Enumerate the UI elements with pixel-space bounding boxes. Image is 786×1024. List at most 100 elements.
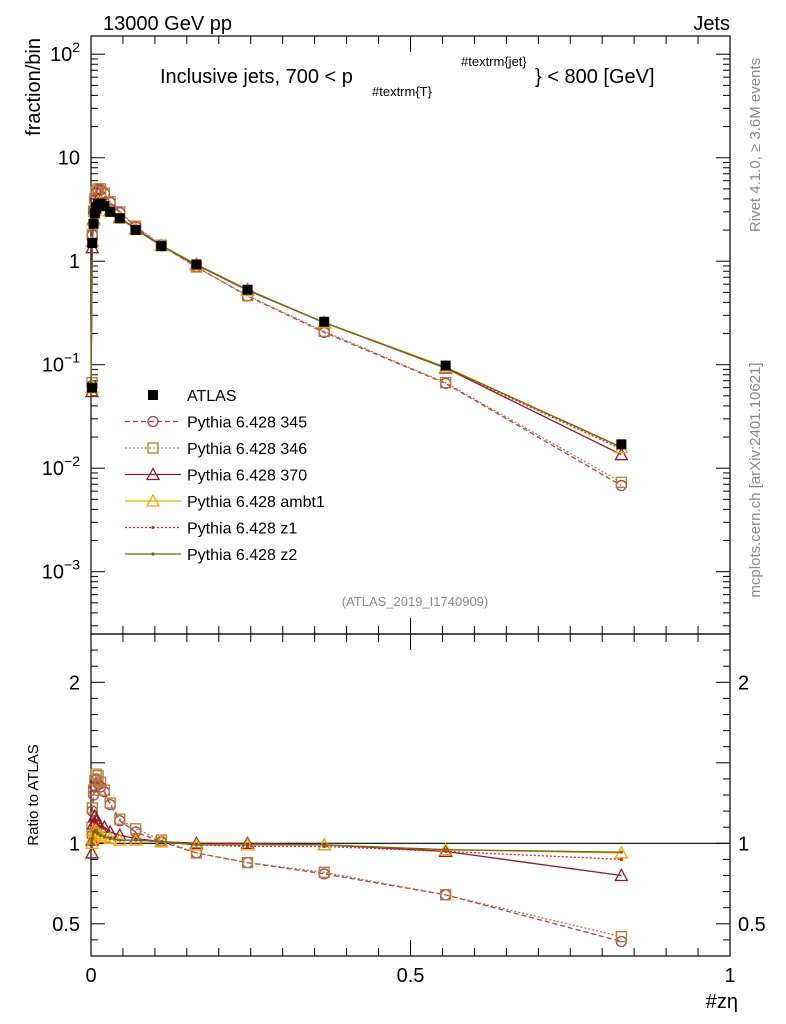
- series-0: [87, 198, 627, 450]
- legend-label: ATLAS: [187, 388, 237, 405]
- data-point: [147, 442, 159, 454]
- data-point: [134, 838, 138, 842]
- series-5: [90, 199, 623, 451]
- data-point: [102, 835, 107, 839]
- data-point: [151, 525, 155, 530]
- data-point: [156, 241, 167, 252]
- data-point: [87, 382, 97, 393]
- data-point: [614, 868, 629, 882]
- x-axis-label: #zη: [706, 991, 738, 1013]
- series-6: [90, 199, 623, 449]
- ratio-series-group: [84, 768, 629, 948]
- ratio-y-tick-label: 0.5: [52, 914, 80, 936]
- title-main: Inclusive jets, 700 < p: [160, 66, 353, 88]
- data-point: [88, 218, 99, 229]
- data-point: [94, 776, 107, 788]
- data-point: [86, 802, 98, 814]
- data-point: [440, 360, 451, 371]
- y-tick-label: 1: [69, 251, 80, 273]
- data-point: [148, 390, 158, 400]
- ratio-frame: [90, 633, 731, 957]
- main-series-group: [84, 183, 629, 492]
- data-point: [439, 889, 452, 901]
- data-point: [322, 843, 326, 847]
- legend-entry: Pythia 6.428 345: [125, 415, 307, 432]
- ratio-series-1: [86, 768, 628, 943]
- y-tick-label: 10−2: [42, 453, 80, 480]
- x-tick-label: 0: [85, 965, 96, 987]
- series-line: [90, 189, 622, 487]
- data-point: [615, 476, 628, 488]
- rivet-version-label: Rivet 4.1.0, ≥ 3.6M events: [747, 58, 764, 232]
- ratio-line: [90, 776, 622, 943]
- title-subscript: #textrm{T}: [372, 84, 433, 99]
- ratio-series-0: [86, 773, 628, 948]
- data-point: [616, 439, 627, 450]
- legend-entry: Pythia 6.428 ambt1: [125, 493, 325, 511]
- legend-label: Pythia 6.428 346: [187, 441, 307, 458]
- analysis-watermark: (ATLAS_2019_I1740909): [342, 594, 488, 609]
- data-point: [151, 552, 155, 556]
- data-point: [90, 841, 94, 845]
- category-label: Jets: [693, 13, 730, 35]
- plot-title: Inclusive jets, 700 < p #textrm{T} #text…: [160, 54, 655, 99]
- legend-label: Pythia 6.428 z1: [187, 521, 297, 538]
- y-tick-label: 10: [58, 148, 80, 170]
- data-point: [89, 208, 100, 219]
- legend-label: Pythia 6.428 345: [187, 415, 307, 432]
- data-point: [145, 467, 161, 481]
- data-point: [92, 770, 104, 782]
- data-point: [114, 213, 125, 224]
- ratio-y-tick-label: 1: [69, 833, 80, 855]
- x-tick-label: 1: [724, 965, 735, 987]
- y-axis-label: fraction/bin: [23, 38, 45, 136]
- ratio-axis-ticks: 0.5 0.5 1 1 2 2 0 0.5 1: [52, 633, 766, 987]
- ratio-series-5: [90, 828, 623, 854]
- data-point: [99, 201, 110, 212]
- ratio-y-tick-label-right: 2: [738, 672, 749, 694]
- series-line: [90, 198, 622, 456]
- data-point: [128, 831, 143, 845]
- ratio-line: [90, 829, 622, 853]
- legend-entry: Pythia 6.428 370: [125, 467, 307, 485]
- y-tick-label: 102: [50, 39, 80, 66]
- legend-entry: Pythia 6.428 z2: [125, 547, 297, 564]
- data-point: [87, 237, 98, 248]
- data-point: [615, 931, 628, 943]
- data-point: [114, 813, 126, 825]
- legend-entry: ATLAS: [148, 388, 237, 405]
- data-point: [159, 840, 163, 844]
- data-point: [242, 284, 253, 295]
- x-tick-label: 0.5: [397, 965, 425, 987]
- data-point: [319, 316, 330, 327]
- ratio-panel: 0.5 0.5 1 1 2 2 0 0.5 1 Ratio to ATLAS #zη: [25, 633, 766, 1013]
- legend-label: Pythia 6.428 ambt1: [187, 494, 325, 511]
- data-point: [96, 832, 100, 836]
- series-3: [84, 192, 629, 461]
- data-point: [614, 447, 629, 461]
- data-point: [84, 845, 100, 859]
- title-end: } < 800 [GeV]: [535, 66, 655, 88]
- data-point: [619, 850, 623, 854]
- main-panel: 10−3 10−2 10−1 1 10 102 Inclusive jets, 700 <…: [23, 35, 731, 635]
- legend-label: Pythia 6.428 z2: [187, 547, 297, 564]
- data-point: [98, 784, 111, 796]
- series-line: [90, 188, 622, 483]
- data-point: [194, 843, 199, 847]
- data-point: [245, 843, 250, 847]
- legend: ATLAS Pythia 6.428 345 Pythia 6.428 346 Pyt…: [125, 388, 325, 564]
- ratio-y-tick-label-right: 1: [738, 833, 749, 855]
- data-point: [90, 836, 94, 841]
- data-point: [98, 833, 103, 837]
- ratio-y-axis-label: Ratio to ATLAS: [25, 744, 42, 845]
- ratio-y-tick-label: 2: [69, 672, 80, 694]
- data-point: [318, 866, 330, 878]
- legend-label: Pythia 6.428 370: [187, 468, 307, 485]
- data-point: [118, 838, 122, 842]
- source-label: mcplots.cern.ch [arXiv:2401.10621]: [747, 362, 764, 597]
- data-point: [104, 797, 116, 809]
- data-point: [241, 856, 254, 869]
- main-frame: [90, 35, 731, 635]
- data-point: [145, 493, 161, 507]
